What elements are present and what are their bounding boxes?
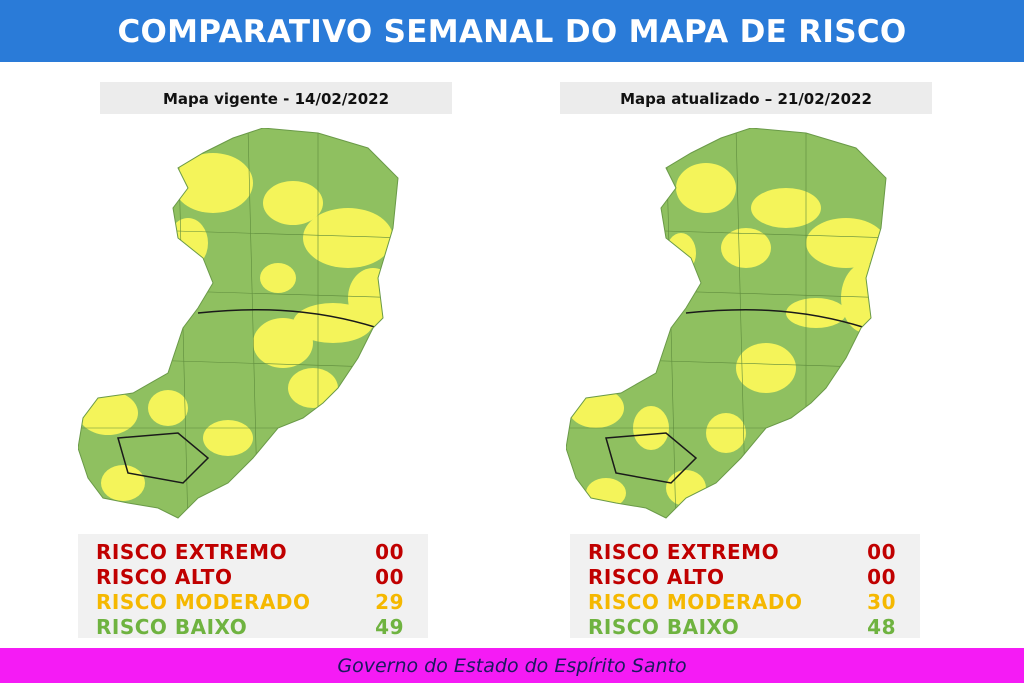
risk-row: RISCO MODERADO 29: [96, 590, 404, 615]
panel-label: Mapa atualizado – 21/02/2022: [560, 82, 932, 114]
risk-table: RISCO EXTREMO 00 RISCO ALTO 00 RISCO MODERAD…: [78, 534, 428, 640]
risk-row: RISCO EXTREMO 00: [96, 540, 404, 565]
risk-count: 00: [375, 540, 404, 564]
risk-name: RISCO EXTREMO: [588, 540, 780, 564]
risk-row: RISCO ALTO 00: [588, 565, 896, 590]
header-title: COMPARATIVO SEMANAL DO MAPA DE RISCO: [0, 0, 1024, 62]
risk-row: RISCO BAIXO 48: [588, 615, 896, 640]
risk-row: RISCO MODERADO 30: [588, 590, 896, 615]
risk-name: RISCO BAIXO: [96, 615, 248, 639]
risk-count: 49: [375, 615, 404, 639]
risk-name: RISCO ALTO: [96, 565, 233, 589]
risk-table: RISCO EXTREMO 00 RISCO ALTO 00 RISCO MODERAD…: [570, 534, 920, 640]
risk-count: 00: [867, 565, 896, 589]
panel-label: Mapa vigente - 14/02/2022: [100, 82, 452, 114]
risk-row: RISCO ALTO 00: [96, 565, 404, 590]
risk-count: 48: [867, 615, 896, 639]
risk-count: 00: [867, 540, 896, 564]
footer-text: Governo do Estado do Espírito Santo: [0, 648, 1024, 683]
risk-map: [78, 128, 399, 519]
risk-map: [566, 128, 887, 519]
risk-row: RISCO EXTREMO 00: [588, 540, 896, 565]
risk-name: RISCO EXTREMO: [96, 540, 288, 564]
risk-name: RISCO MODERADO: [588, 590, 803, 614]
risk-name: RISCO MODERADO: [96, 590, 311, 614]
risk-count: 29: [375, 590, 404, 614]
risk-count: 00: [375, 565, 404, 589]
risk-count: 30: [867, 590, 896, 614]
risk-name: RISCO BAIXO: [588, 615, 740, 639]
risk-row: RISCO BAIXO 49: [96, 615, 404, 640]
risk-name: RISCO ALTO: [588, 565, 725, 589]
